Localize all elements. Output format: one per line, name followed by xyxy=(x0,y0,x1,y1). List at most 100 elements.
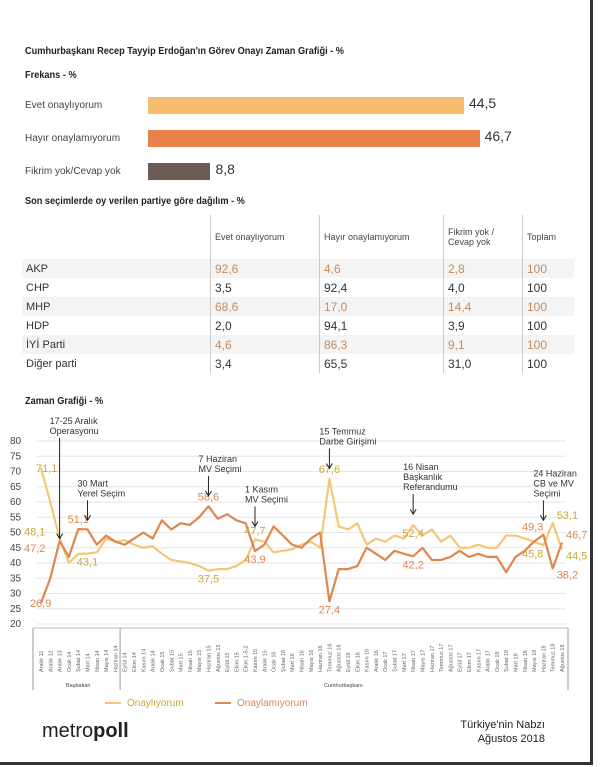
y-tick-label: 45 xyxy=(10,543,22,554)
x-tick-label: Ekim 14 xyxy=(132,652,138,672)
annotation-text: 30 Mart xyxy=(78,478,109,488)
table-cell: 3,9 xyxy=(443,316,523,335)
table-cell: 68,6 xyxy=(210,297,320,316)
bar-fikrim-yok xyxy=(148,163,211,180)
annotation-text: 15 Temmuz xyxy=(319,426,366,436)
annotation-text: 7 Haziran xyxy=(198,454,237,464)
x-tick-label: Ekim 17 xyxy=(467,652,473,672)
y-tick-label: 30 xyxy=(10,589,22,600)
x-tick-label: Haziran 18 xyxy=(541,645,547,672)
table-cell: 92,6 xyxy=(210,259,320,278)
bar-value-fikrim-yok: 8,8 xyxy=(215,161,235,177)
table-row: HDP 2,0 94,1 3,9 100 xyxy=(22,316,574,335)
data-label: 44,5 xyxy=(566,550,587,562)
annotation-text: 16 Nisan xyxy=(403,462,439,472)
x-tick-label: Nisan 18 xyxy=(523,650,529,672)
annotation-text: Seçimi xyxy=(533,488,560,498)
footer-source: Türkiye'nin Nabzı Ağustos 2018 xyxy=(460,718,545,746)
data-label: 49,3 xyxy=(522,522,543,534)
table-cell: 65,5 xyxy=(319,354,444,373)
x-tick-label: Ağustos 15 xyxy=(216,644,222,672)
chart-title: Zaman Grafiği - % xyxy=(25,396,104,407)
table-cell: 31,0 xyxy=(443,354,523,373)
annotation-text: CB ve MV xyxy=(533,478,574,488)
table-row: İYİ Parti 4,6 86,3 9,1 100 xyxy=(22,335,574,354)
y-tick-label: 50 xyxy=(10,528,22,539)
table-cell: 100 xyxy=(522,316,574,335)
table-cell: 14,4 xyxy=(443,297,523,316)
x-tick-label: Ocak 16 xyxy=(272,652,278,672)
annotation-text: 24 Haziran xyxy=(533,468,577,478)
y-tick-label: 55 xyxy=(10,512,22,523)
x-tick-label: Ekim 16 xyxy=(355,652,361,672)
x-tick-label: Temmuz 16 xyxy=(327,644,333,672)
y-tick-label: 40 xyxy=(10,558,22,569)
table-cell: 100 xyxy=(522,278,574,297)
col-fikrim-yok: Fikrim yok / Cevap yok xyxy=(443,215,523,259)
x-tick-label: Haziran 17 xyxy=(430,645,436,672)
x-tick-label: Mayıs 14 xyxy=(104,650,110,672)
logo-light: metro xyxy=(42,720,94,742)
bar-evet xyxy=(148,97,464,114)
x-tick-label: Eylül 14 xyxy=(123,652,129,672)
x-tick-label: Kasım 17 xyxy=(476,649,482,672)
x-tick-label: Aralık 13 xyxy=(58,650,64,672)
arrow-head-icon xyxy=(251,521,259,528)
arrow-head-icon xyxy=(325,463,333,470)
data-label: 58,6 xyxy=(198,491,219,503)
x-tick-label: Şubat 14 xyxy=(76,650,82,672)
y-tick-label: 65 xyxy=(10,482,22,493)
x-tick-label: Ağustos 18 xyxy=(560,644,566,672)
data-label: 27,4 xyxy=(319,604,340,616)
annotation-text: Referandumu xyxy=(403,482,458,492)
x-tick-label: Nisan 14 xyxy=(95,650,101,672)
table-row: AKP 92,6 4,6 2,8 100 xyxy=(22,259,574,278)
arrow-head-icon xyxy=(84,515,91,522)
logo-bold: poll xyxy=(93,720,129,742)
arrow-head-icon xyxy=(205,490,212,497)
y-tick-label: 25 xyxy=(10,604,22,615)
x-tick-label: Ocak 17 xyxy=(383,652,389,672)
annotation-text: 1 Kasım xyxy=(245,484,278,494)
table-row: Diğer parti 3,4 65,5 31,0 100 xyxy=(22,354,574,373)
y-tick-label: 75 xyxy=(10,451,22,462)
table-cell: 4,6 xyxy=(319,259,444,278)
legend-disapprove-label: Onaylamıyorum xyxy=(237,698,308,709)
y-tick-label: 60 xyxy=(10,497,22,508)
x-tick-label: Haziran 15 xyxy=(206,645,212,672)
arrow-head-icon xyxy=(56,533,64,540)
table-cell: 94,1 xyxy=(319,316,444,335)
table-cell: 3,5 xyxy=(210,278,320,297)
data-label: 67,6 xyxy=(319,464,340,476)
x-tick-label: Aralık 15 xyxy=(262,650,268,672)
x-tick-label: Temmuz 17 xyxy=(439,644,445,672)
x-tick-label: Aralık 14 xyxy=(151,650,157,672)
x-tick-label: Ağustos 16 xyxy=(337,644,343,672)
table-cell: 92,4 xyxy=(319,278,444,297)
x-tick-label: Mart 14 xyxy=(86,653,92,672)
main-title: Cumhurbaşkanı Recep Tayyip Erdoğan'ın Gö… xyxy=(25,46,344,57)
table-cell: 2,8 xyxy=(443,259,523,278)
x-tick-label: Ekim 1-5-2 xyxy=(244,645,250,672)
x-tick-label: Mart 18 xyxy=(513,653,519,672)
metropoll-logo: metropoll xyxy=(42,720,129,743)
col-hayir: Hayır onaylamıyorum xyxy=(319,215,444,259)
y-tick-label: 20 xyxy=(10,619,22,630)
x-tick-label: Kasım 16 xyxy=(365,649,371,672)
data-label: 45,8 xyxy=(522,548,543,560)
x-tick-label: Ocak 15 xyxy=(160,652,166,672)
party-name: Diğer parti xyxy=(26,357,77,370)
x-tick-label: Ocak 14 xyxy=(67,652,73,672)
annotation-text: MV Seçimi xyxy=(198,464,241,474)
data-label: 43,1 xyxy=(77,557,98,569)
x-tick-label: Eylül 16 xyxy=(346,652,352,672)
frekans-heading: Frekans - % xyxy=(25,70,77,81)
x-tick-label: Ekim 15 xyxy=(234,652,240,672)
data-label: 51,1 xyxy=(68,514,89,526)
data-label: 47,2 xyxy=(24,543,45,555)
col-evet: Evet onaylıyorum xyxy=(210,215,320,259)
table-cell: 3,4 xyxy=(210,354,320,373)
annotation-text: Darbe Girişimi xyxy=(319,436,376,446)
x-tick-label: Şubat 16 xyxy=(281,650,287,672)
